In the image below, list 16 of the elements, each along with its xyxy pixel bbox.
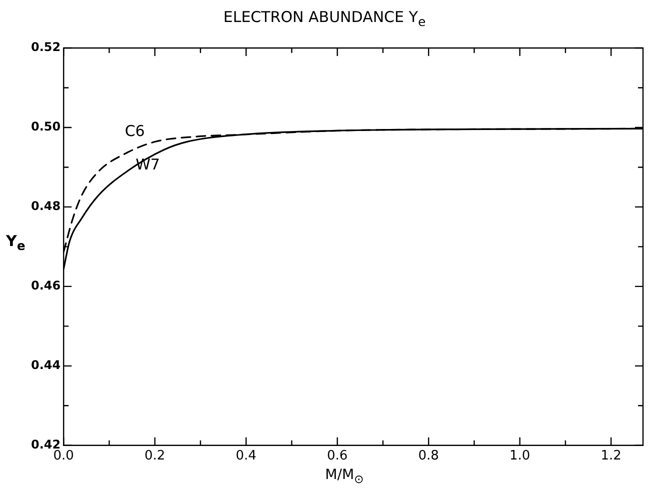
- x-tick-label: 0.6: [326, 448, 348, 464]
- y-tick-label: 0.44: [31, 358, 61, 372]
- x-tick-label: 0.8: [418, 448, 439, 464]
- x-axis-title: M/M$_{⊙}$: [324, 467, 365, 487]
- x-tick-label: 0.4: [236, 448, 256, 464]
- y-tick-label: 0.50: [31, 120, 61, 134]
- y-tick-label: 0.46: [31, 278, 61, 293]
- y-axis-title: Y$_{e}$: [6, 232, 26, 253]
- x-tick-label: 1.2: [600, 448, 622, 464]
- series-label: C6: [124, 122, 145, 140]
- y-tick-label: 0.48: [31, 199, 61, 214]
- x-tick-label: 0.0: [53, 448, 74, 464]
- x-tick-label: 1.0: [509, 448, 530, 464]
- x-tick-label: 0.2: [144, 448, 166, 464]
- y-tick-label: 0.52: [31, 40, 61, 54]
- chart-title: ELECTRON ABUNDANCE Y$_{e}$: [222, 8, 427, 29]
